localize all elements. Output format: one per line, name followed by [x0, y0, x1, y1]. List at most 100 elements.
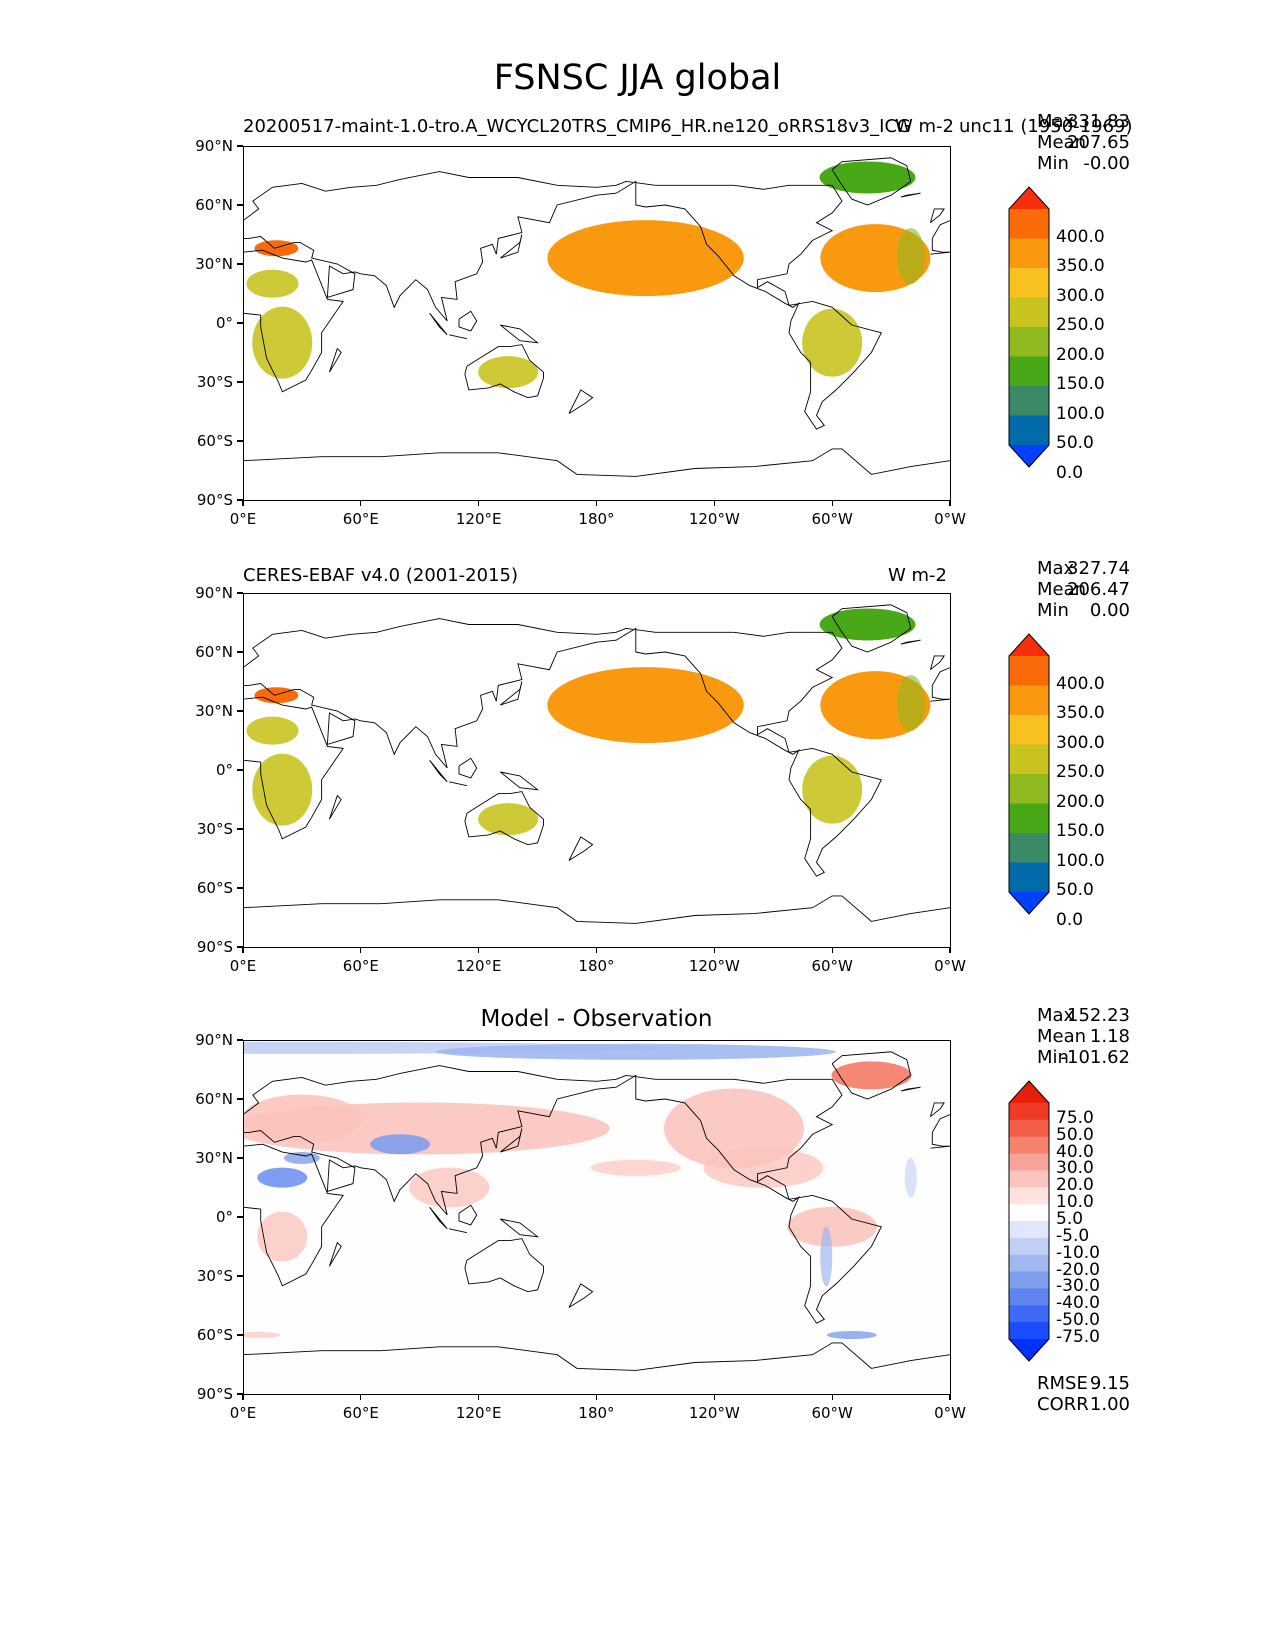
panel1-npacific-high — [547, 220, 744, 297]
panel2-colorbar — [1008, 633, 1050, 919]
panel1-coastline-14 — [929, 208, 945, 224]
panel1-colorbar-label-0: 400.0 — [1056, 226, 1105, 247]
panel3-ytick-0 — [237, 1039, 243, 1041]
panel2-xtick-1 — [360, 947, 362, 953]
panel2-africa-land — [252, 753, 313, 826]
panel2-coastline-11 — [568, 836, 594, 861]
panel3-colorbar-label-12: -50.0 — [1056, 1310, 1100, 1331]
panel1-colorbar-label-8: 0.0 — [1056, 462, 1084, 483]
panel3-rmse-value: 9.15 — [1089, 1373, 1130, 1394]
panel3-corr-label: CORR — [1037, 1394, 1089, 1415]
panel2-ytick-2 — [237, 710, 243, 712]
panel2-colorbar-label-3: 250.0 — [1056, 762, 1105, 782]
panel1-africa-land — [252, 306, 313, 379]
panel3-colorbar — [1008, 1080, 1050, 1366]
panel1-coastline-4 — [831, 157, 912, 206]
panel1-title: 20200517-maint-1.0-tro.A_WCYCL20TRS_CMIP… — [243, 116, 912, 137]
panel1-ytick-5 — [237, 440, 243, 442]
panel1-coastline-12 — [328, 347, 342, 373]
panel2-coastline-5 — [464, 791, 544, 846]
panel1-xtick-3 — [595, 500, 598, 506]
panel3-colorbar-seg-2 — [1009, 1136, 1049, 1154]
panel2-colorbar-seg-2 — [1009, 715, 1049, 745]
panel2-coastline-1 — [243, 696, 344, 840]
panel1-coastline-15 — [900, 192, 921, 198]
panel1-coastline-11 — [568, 389, 594, 414]
panel1-xtick-label-2: 120°E — [455, 510, 502, 528]
panel3-xtick-1 — [360, 1394, 362, 1400]
panel2-coastline-4 — [831, 604, 912, 653]
panel2-xtick-label-2: 120°E — [455, 957, 502, 975]
panel1-colorbar-seg-7 — [1009, 415, 1049, 446]
panel2-ytick-1 — [237, 651, 243, 653]
panel1-ytick-2 — [237, 263, 243, 265]
panel2-ytick-4 — [237, 828, 243, 830]
panel1-colorbar-label-6: 100.0 — [1056, 403, 1105, 424]
panel1-coastline-5 — [464, 344, 544, 399]
panel2-ytick-3 — [237, 769, 243, 771]
panel2-samerica-land — [802, 755, 863, 824]
panel3-min-label: Min — [1037, 1047, 1069, 1068]
panel2-coastline-3 — [931, 667, 950, 700]
panel2-ytick-label-3: 0° — [215, 761, 233, 779]
panel2-min-label: Min — [1037, 600, 1069, 621]
panel2-coastline-12 — [328, 794, 342, 820]
panel2-coastline-8 — [458, 757, 478, 779]
panel1-colorbar-seg-1 — [1009, 238, 1049, 269]
panel2-colorbar-label-1: 350.0 — [1056, 703, 1105, 723]
panel3-anomaly-8 — [831, 1061, 912, 1090]
panel1-colorbar-bottom-extend — [1009, 445, 1049, 467]
panel2-ytick-6 — [237, 946, 243, 948]
panel1-colorbar-label-4: 200.0 — [1056, 344, 1105, 365]
panel3-map — [243, 1040, 950, 1394]
panel3-coastline-5 — [464, 1238, 544, 1293]
panel3-coastline-14 — [929, 1102, 945, 1118]
panel2-coastline-13 — [243, 895, 950, 924]
panel3-ytick-3 — [237, 1216, 243, 1218]
panel2-colorbar-seg-7 — [1009, 862, 1049, 893]
panel3-xtick-3 — [595, 1394, 598, 1400]
panel3-xtick-label-0: 0°E — [229, 1404, 257, 1422]
panel1-coastline-7 — [449, 334, 467, 340]
figure-title: FSNSC JJA global — [493, 58, 782, 98]
panel2-colorbar-bottom-extend — [1009, 892, 1049, 914]
panel3-ytick-label-2: 30°N — [195, 1149, 233, 1167]
panel2-colorbar-label-7: 50.0 — [1056, 880, 1094, 900]
panel2-xtick-2 — [478, 947, 480, 953]
panel1-sahara-land — [246, 269, 299, 298]
panel2-max-label: Max — [1037, 558, 1075, 579]
panel3-anomaly-16 — [820, 1226, 833, 1287]
panel2-coastline-9 — [500, 771, 540, 791]
panel1-greenland-ice — [819, 161, 916, 194]
panel3-colorbar-seg-13 — [1009, 1322, 1049, 1340]
panel1-ytick-label-4: 30°S — [196, 373, 233, 391]
panel3-ytick-1 — [237, 1098, 243, 1100]
panel3-colorbar-seg-6 — [1009, 1204, 1049, 1222]
panel1-units: W m-2 — [895, 116, 955, 137]
panel2-colorbar-outline — [1008, 633, 1050, 915]
panel3-anomaly-11 — [283, 1152, 320, 1164]
panel3-colorbar-label-2: 40.0 — [1056, 1141, 1094, 1162]
panel3-ytick-label-0: 90°N — [195, 1031, 233, 1049]
panel1-ytick-label-1: 60°N — [195, 196, 233, 214]
panel1-samerica-land — [802, 308, 863, 377]
panel1-max-value: 331.83 — [1067, 111, 1130, 132]
panel2-coastline-14 — [929, 655, 945, 671]
panel1-xtick-label-6: 0°W — [934, 510, 966, 528]
panel2-min-value: 0.00 — [1089, 600, 1130, 621]
panel3-coastline-15 — [900, 1086, 921, 1092]
panel2-mean-value: 206.47 — [1067, 579, 1130, 600]
panel3-xtick-label-2: 120°E — [455, 1404, 502, 1422]
panel3-coastline-10 — [500, 1128, 523, 1153]
panel3-colorbar-label-3: 30.0 — [1056, 1158, 1094, 1179]
panel1-coastline-9 — [500, 324, 540, 344]
panel1-mean-label: Mean — [1037, 132, 1087, 153]
panel2-colorbar-label-2: 300.0 — [1056, 732, 1105, 753]
panel3-ytick-label-4: 30°S — [196, 1267, 233, 1285]
panel2-coastline-6 — [429, 759, 448, 783]
panel1-colorbar-seg-4 — [1009, 327, 1049, 357]
panel3-colorbar-bottom-extend — [1009, 1339, 1049, 1361]
panel3-colorbar-seg-1 — [1009, 1119, 1049, 1138]
panel1-coastline-1 — [243, 249, 344, 393]
panel3-ytick-5 — [237, 1334, 243, 1336]
